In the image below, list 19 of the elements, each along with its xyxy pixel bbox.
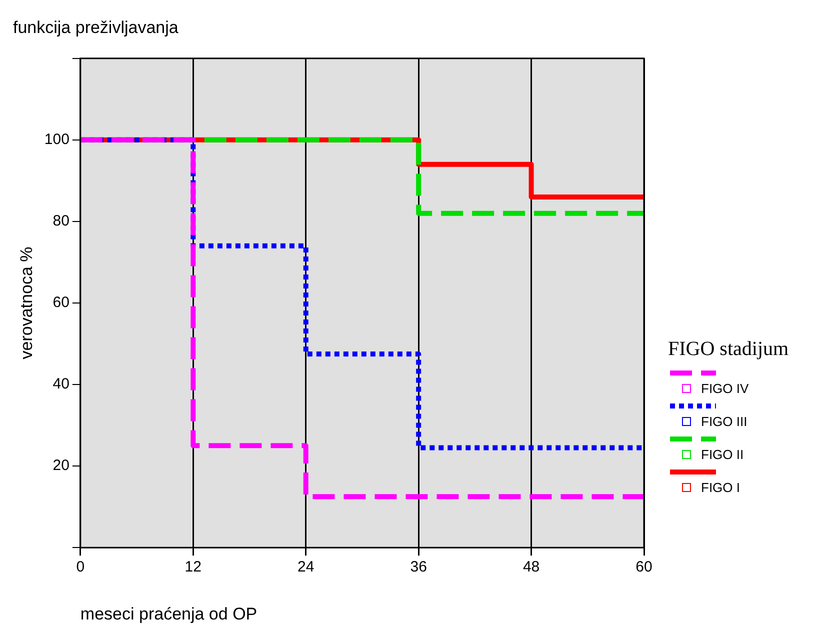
chart-title: funkcija preživljavanja xyxy=(13,18,179,37)
y-tick-label: 100 xyxy=(44,131,70,148)
legend-title: FIGO stadijum xyxy=(668,338,790,361)
legend-label: FIGO IV xyxy=(701,381,749,396)
x-tick-label: 36 xyxy=(410,558,427,576)
x-tick-label: 48 xyxy=(522,558,540,576)
y-axis-title: verovatnoca % xyxy=(16,246,36,360)
x-tick-label: 0 xyxy=(76,558,85,576)
legend-label: FIGO III xyxy=(701,414,748,429)
y-tick-label: 40 xyxy=(52,376,70,393)
legend-label: FIGO I xyxy=(701,480,740,495)
x-tick-label: 12 xyxy=(184,558,202,576)
x-tick-label: 60 xyxy=(636,558,652,576)
y-tick-label: 60 xyxy=(52,294,70,312)
legend-label: FIGO II xyxy=(701,447,744,462)
x-tick-label: 24 xyxy=(298,558,314,576)
y-tick-label: 80 xyxy=(52,212,70,230)
x-axis-title: meseci praćenja od OP xyxy=(80,604,258,624)
y-tick-label: 20 xyxy=(52,457,70,474)
